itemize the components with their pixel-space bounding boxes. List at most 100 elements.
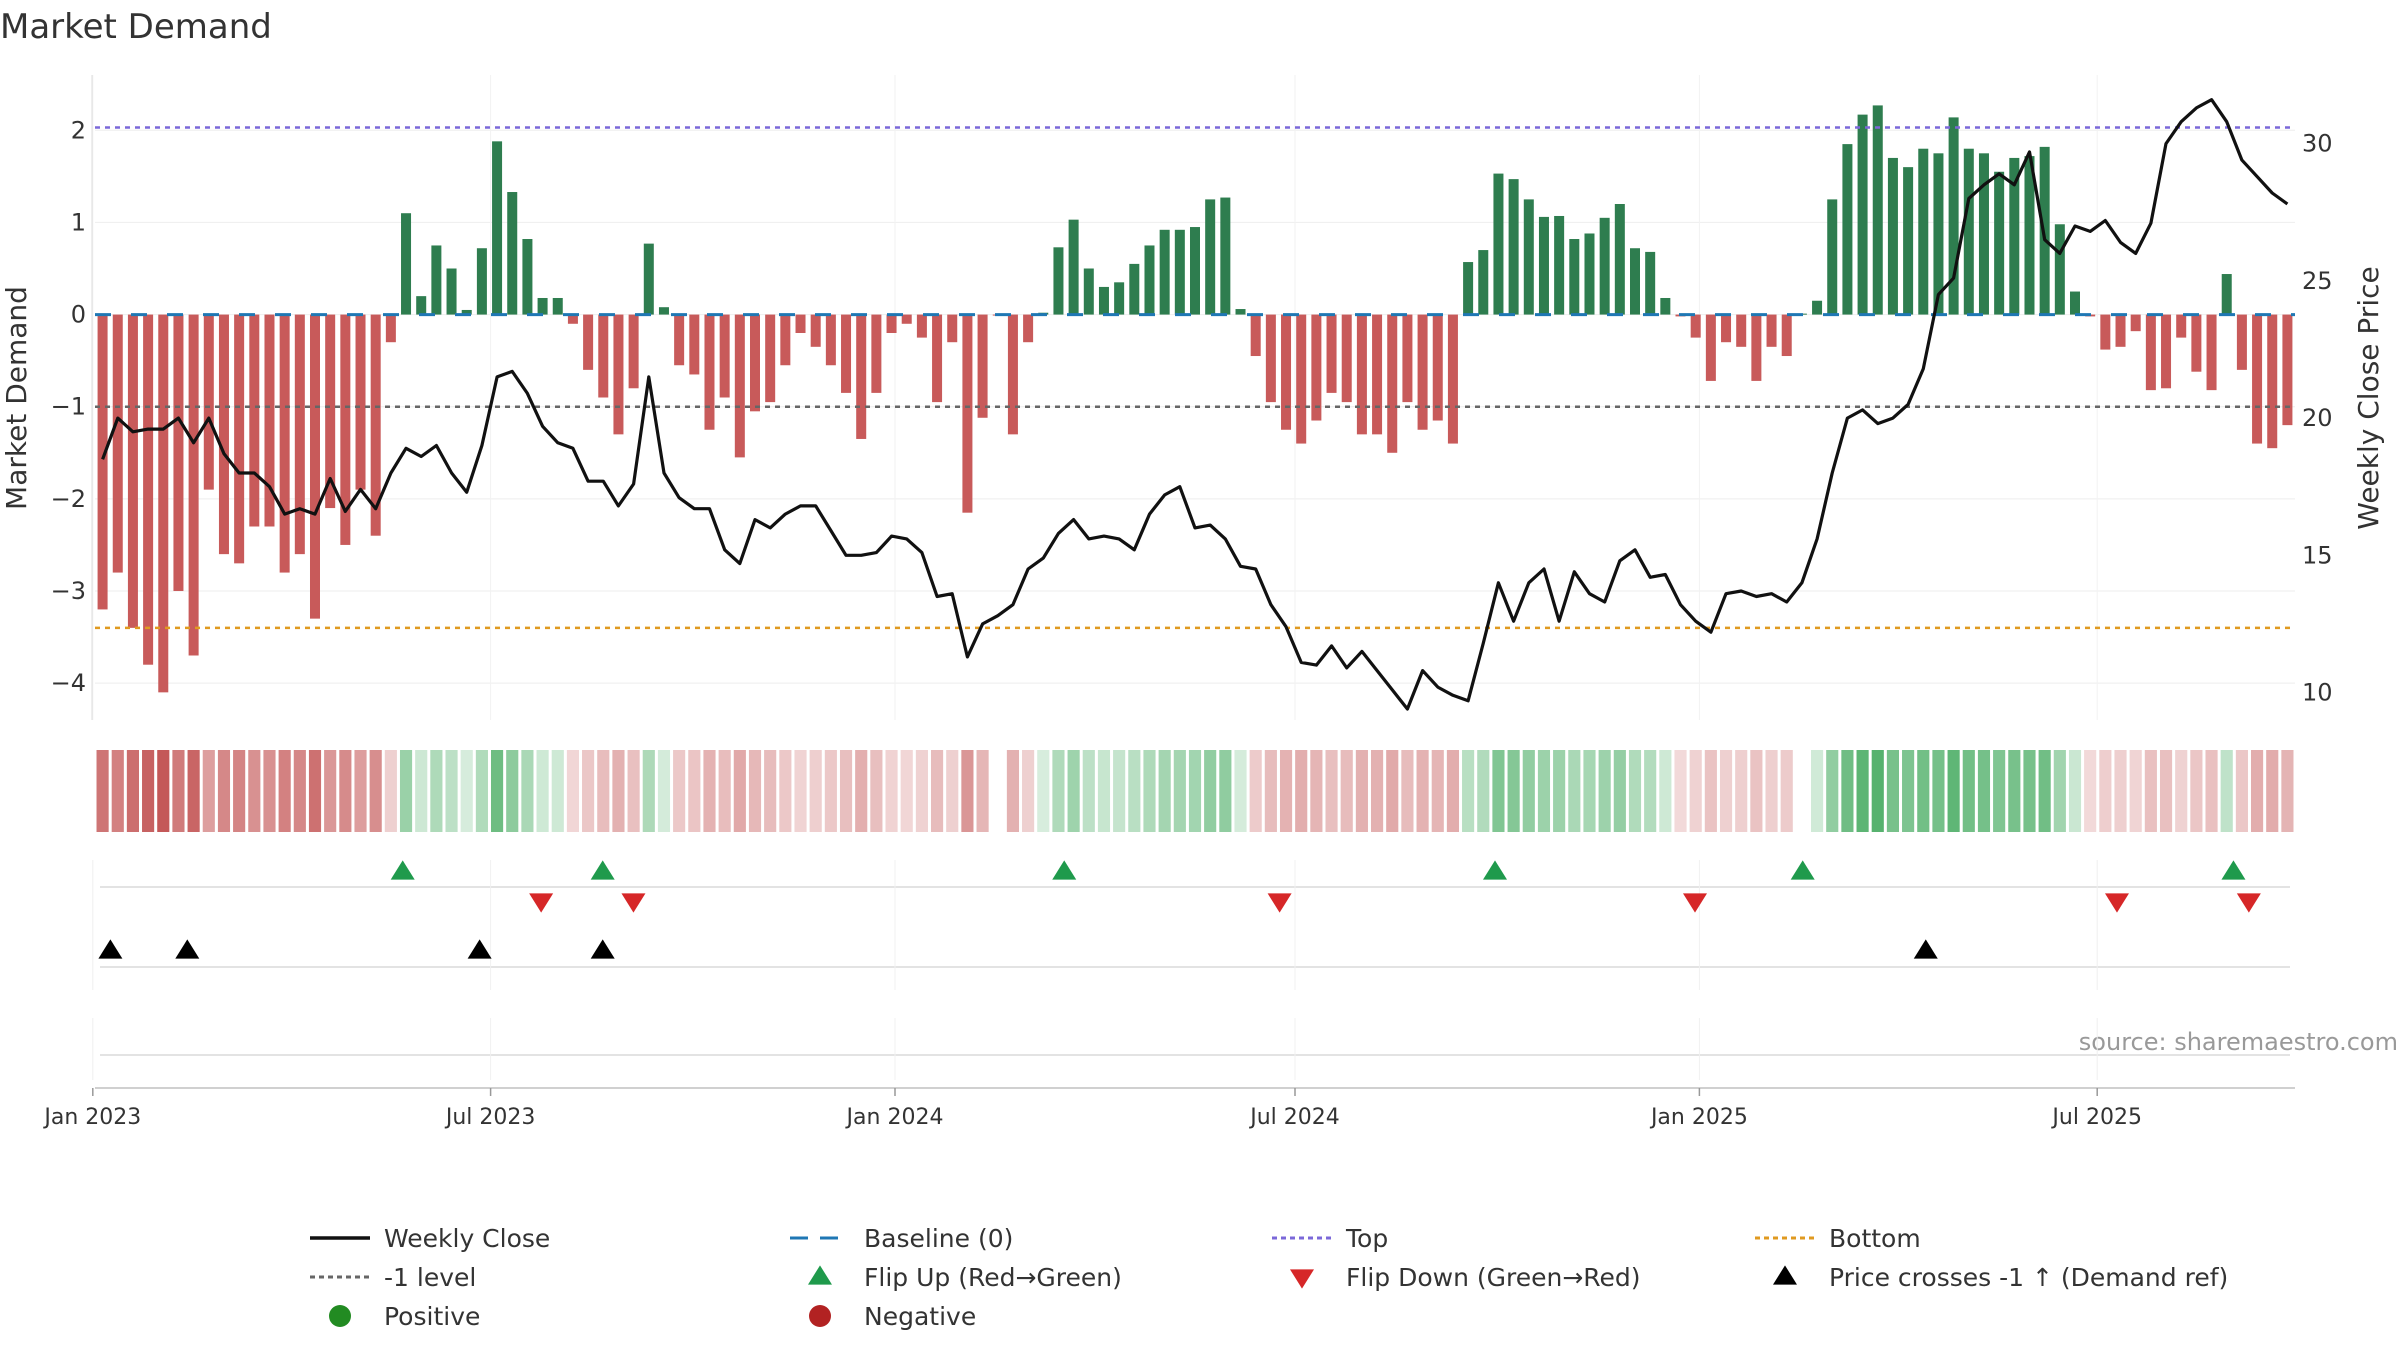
demand-bar-negative	[1766, 314, 1777, 347]
strip-cell	[1977, 750, 1991, 832]
strip-cell	[1856, 750, 1869, 832]
legend-swatch	[329, 1305, 351, 1327]
demand-bar-negative	[856, 314, 867, 439]
strip-cell	[96, 750, 109, 832]
strip-cell	[1113, 750, 1126, 832]
legend-label: Negative	[864, 1302, 976, 1331]
legend-swatch	[1773, 1265, 1797, 1285]
demand-bar-positive	[1842, 144, 1853, 315]
left-tick-label: −2	[51, 485, 86, 513]
source-note: source: sharemaestro.com	[2079, 1028, 2398, 1056]
x-tick-label: Jul 2025	[2050, 1105, 2142, 1130]
flip-down-marker	[621, 893, 646, 913]
strip-cell	[1613, 750, 1626, 832]
demand-bars	[97, 105, 2293, 693]
strip-cell	[1993, 750, 2006, 832]
legend-swatch	[1290, 1269, 1314, 1289]
demand-bar-negative	[218, 314, 229, 555]
strip-cell	[1462, 750, 1475, 832]
demand-bar-positive	[1174, 229, 1185, 315]
demand-bar-negative	[97, 314, 108, 610]
right-tick-label: 10	[2302, 679, 2333, 707]
demand-bar-positive	[1978, 153, 1989, 315]
strip-cell	[2068, 750, 2082, 832]
demand-bar-negative	[689, 314, 700, 375]
strip-cell	[384, 750, 397, 832]
demand-bar-positive	[1933, 153, 1944, 315]
strip-cell	[1659, 750, 1672, 832]
strip-cell	[233, 750, 246, 832]
strip-cell	[824, 750, 837, 832]
demand-bar-positive	[1205, 199, 1216, 315]
strip-cell	[642, 750, 655, 832]
strip-cell	[688, 750, 701, 832]
demand-bar-negative	[1417, 314, 1428, 430]
strip-cell	[2114, 750, 2127, 832]
demand-bar-positive	[461, 309, 472, 315]
demand-bar-negative	[765, 314, 776, 403]
strip-cell	[324, 750, 337, 832]
demand-bar-negative	[734, 314, 745, 458]
demand-heat-strip	[96, 750, 2294, 832]
demand-bar-negative	[355, 314, 366, 490]
demand-bar-negative	[143, 314, 154, 665]
demand-bar-positive	[1159, 229, 1170, 315]
demand-bar-positive	[1508, 179, 1519, 315]
demand-bar-negative	[264, 314, 275, 527]
strip-cell	[2159, 750, 2173, 832]
strip-cell	[399, 750, 413, 832]
demand-bar-positive	[2024, 156, 2035, 315]
demand-bar-negative	[370, 314, 381, 536]
strip-cell	[1371, 750, 1384, 832]
legend-label: Top	[1345, 1224, 1388, 1253]
strip-cell	[445, 750, 458, 832]
demand-bar-negative	[1341, 314, 1352, 403]
strip-cell	[202, 750, 215, 832]
strip-cell	[1097, 750, 1111, 832]
price-cross-marker	[175, 939, 200, 959]
demand-bar-negative	[2206, 314, 2217, 391]
strip-cell	[1416, 750, 1429, 832]
demand-bar-negative	[719, 314, 730, 398]
demand-bar-negative	[2130, 314, 2141, 332]
legend-item: Flip Down (Green→Red)	[1290, 1263, 1641, 1292]
right-axis-ticks: 30 25 20 15 10	[2302, 130, 2333, 707]
legend-item: -1 level	[310, 1263, 476, 1292]
strip-cell	[718, 750, 731, 832]
flip-down-marker	[2104, 893, 2129, 913]
demand-bar-negative	[1372, 314, 1383, 435]
demand-bar-negative	[704, 314, 715, 430]
legend-label: -1 level	[384, 1263, 476, 1292]
strip-cell	[931, 750, 944, 832]
left-tick-label: −1	[51, 393, 86, 421]
event-markers	[92, 860, 2290, 1080]
demand-bar-positive	[522, 239, 533, 315]
strip-cell	[1355, 750, 1368, 832]
demand-bar-negative	[173, 314, 184, 591]
strip-cell	[1279, 750, 1293, 832]
strip-cell	[1234, 750, 1247, 832]
demand-bar-positive	[446, 268, 457, 315]
strip-cell	[2023, 750, 2036, 832]
demand-bar-negative	[947, 314, 958, 343]
strip-cell	[293, 750, 306, 832]
strip-cell	[1598, 750, 1611, 832]
demand-bar-negative	[1265, 314, 1276, 403]
legend-item: Price crosses -1 ↑ (Demand ref)	[1773, 1263, 2228, 1292]
strip-cell	[2099, 750, 2112, 832]
flip-up-marker	[1052, 860, 1077, 880]
strip-cell	[1082, 750, 1095, 832]
demand-bar-negative	[1007, 314, 1018, 435]
demand-bar-negative	[1781, 314, 1792, 357]
flip-up-marker	[1790, 860, 1815, 880]
left-tick-label: 2	[71, 116, 86, 144]
strip-cell	[2084, 750, 2097, 832]
right-tick-label: 20	[2302, 404, 2333, 432]
demand-bar-negative	[1721, 314, 1732, 343]
demand-bar-positive	[2069, 291, 2080, 315]
strip-cell	[1780, 750, 1793, 832]
demand-bar-negative	[1250, 314, 1261, 357]
strip-cell	[1492, 750, 1505, 832]
strip-cell	[2281, 750, 2294, 832]
demand-bar-positive	[1660, 297, 1671, 315]
